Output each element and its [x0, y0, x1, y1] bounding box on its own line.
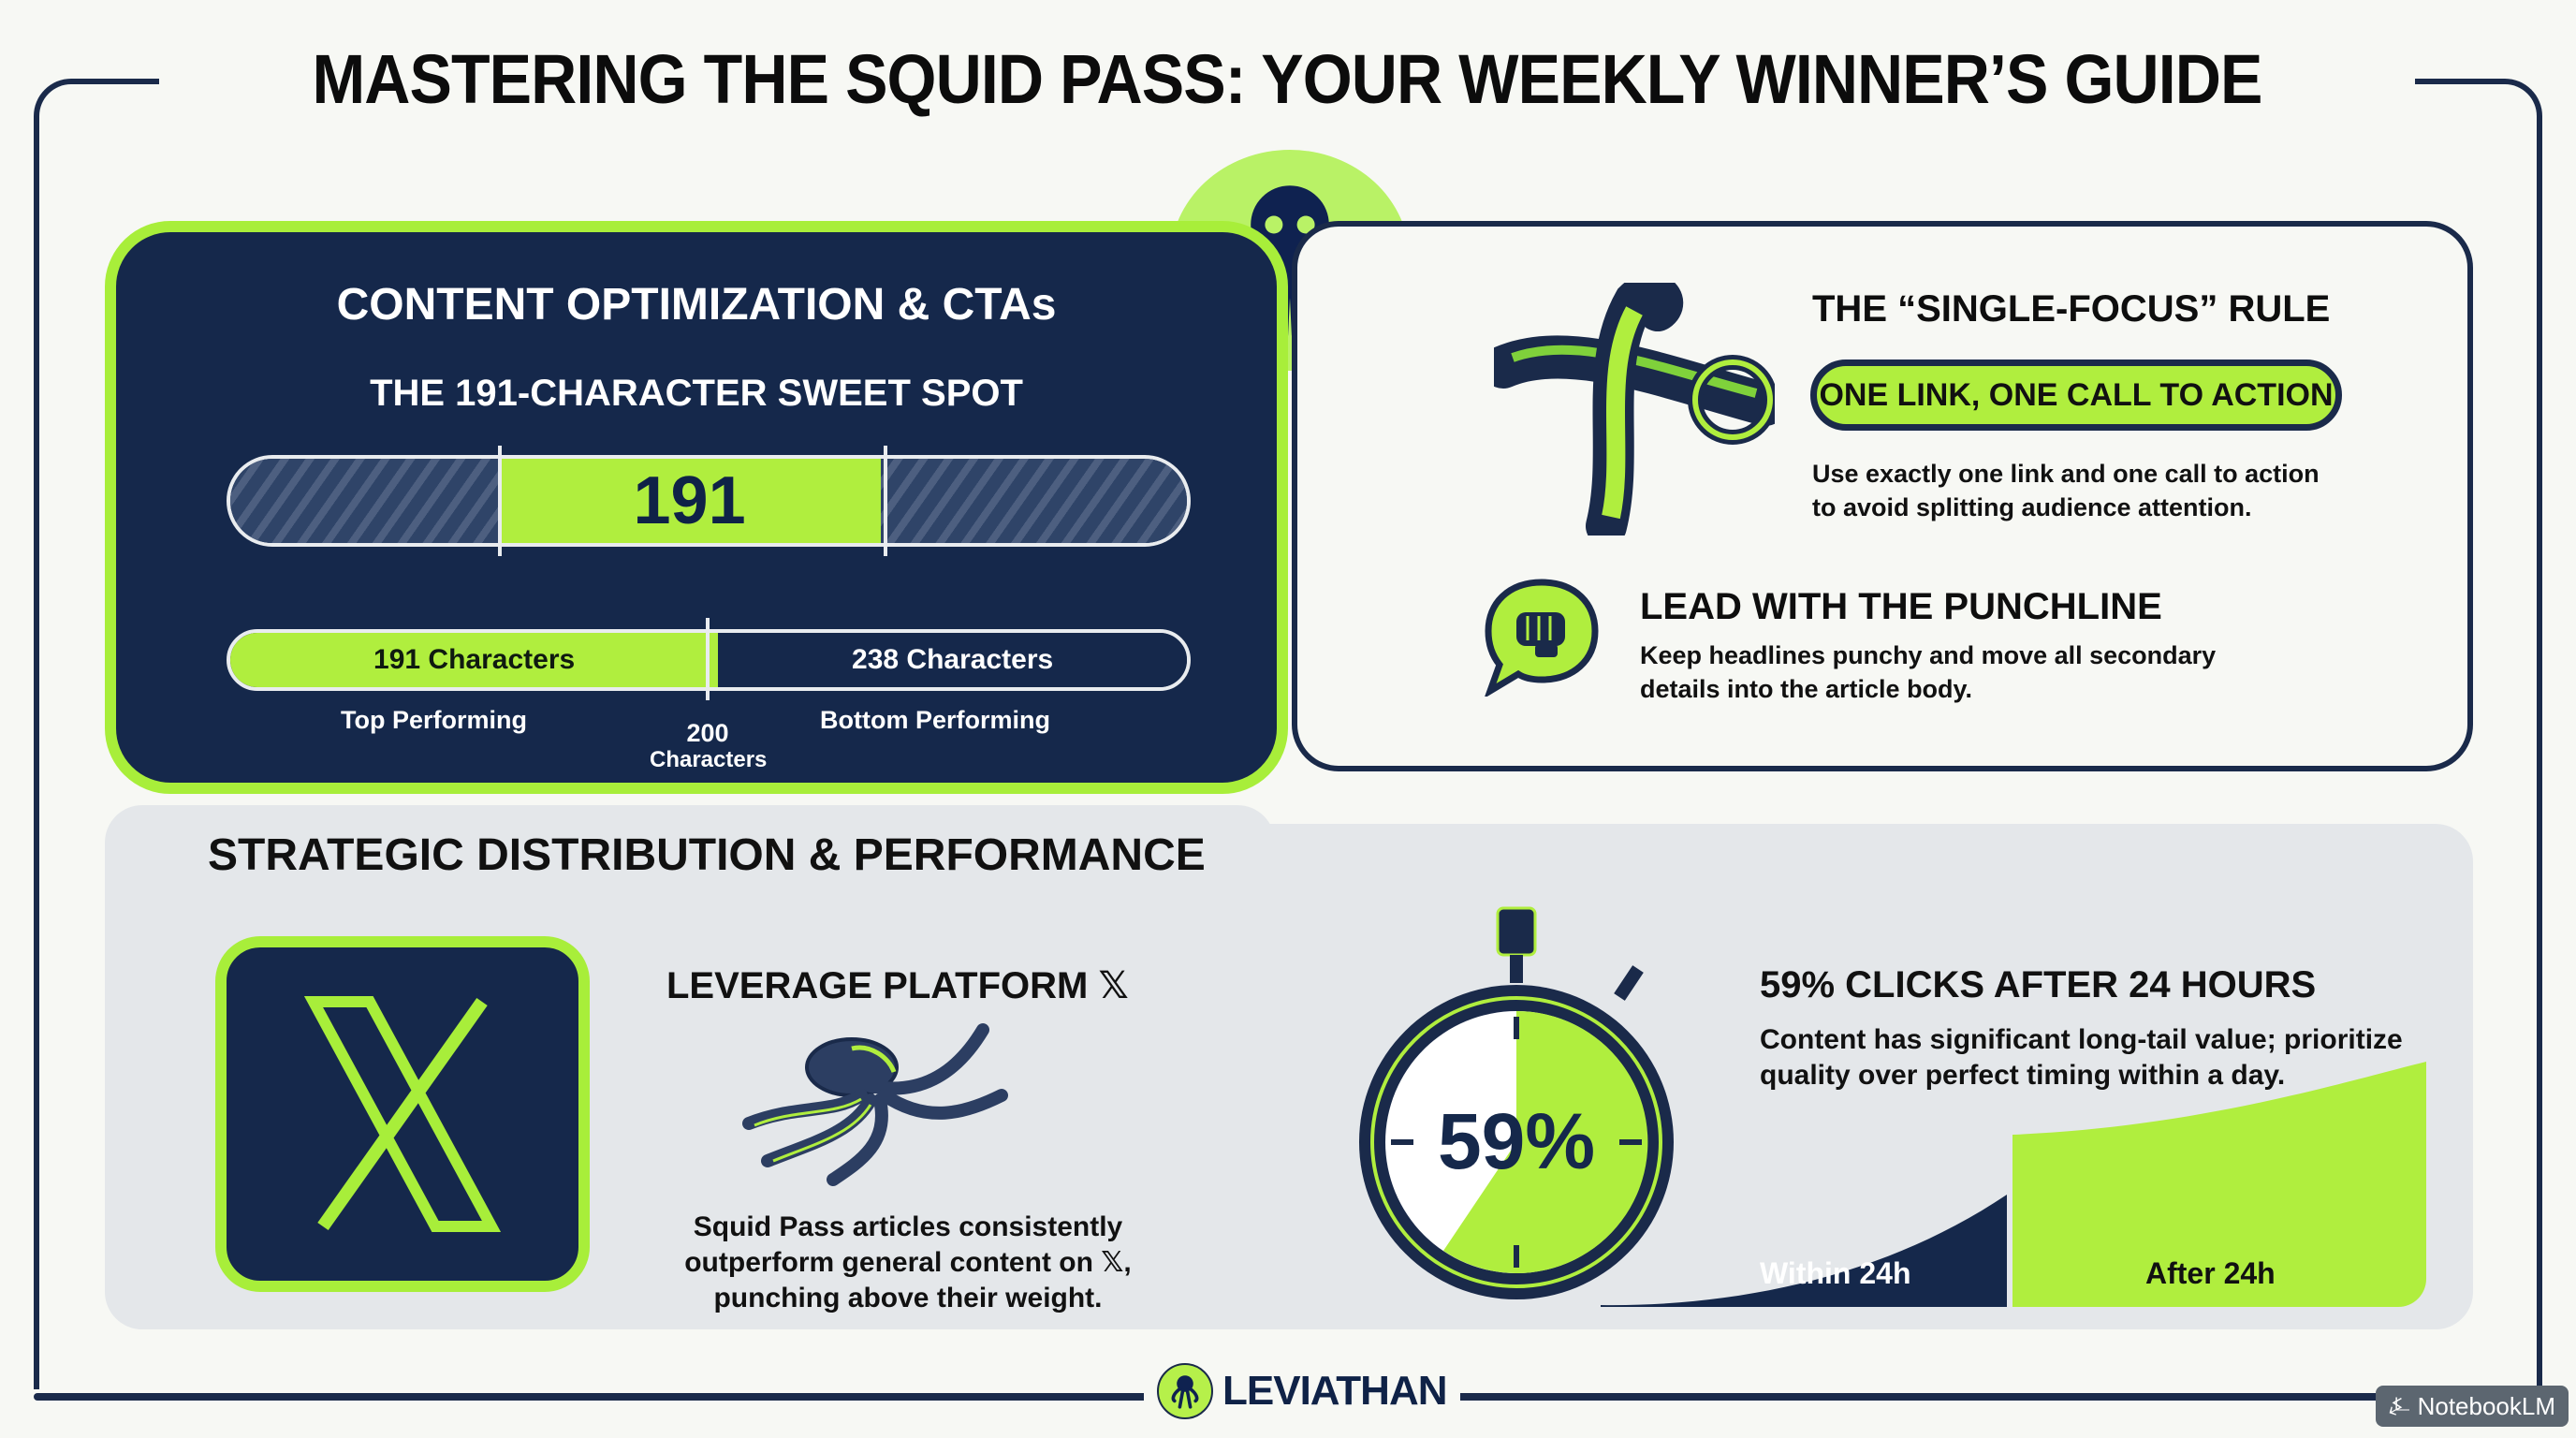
- bottom-performing-label: Bottom Performing: [820, 706, 1050, 734]
- platform-body-3: punching above their weight.: [713, 1283, 1103, 1313]
- timing-title: 59% CLICKS AFTER 24 HOURS: [1760, 964, 2317, 1005]
- top-performing-label: Top Performing: [341, 706, 527, 734]
- x-logo-icon: [215, 936, 590, 1292]
- distribution-header: STRATEGIC DISTRIBUTION & PERFORMANCE: [105, 805, 1275, 910]
- single-focus-body-1: Use exactly one link and one call to act…: [1812, 460, 2320, 488]
- bottom-performing-value: 238 Characters: [718, 633, 1187, 687]
- stopwatch-icon: 59%: [1348, 889, 1685, 1325]
- title-backdrop: [159, 56, 2415, 112]
- one-link-cta-pill: ONE LINK, ONE CALL TO ACTION: [1810, 360, 2342, 431]
- timing-body-1: Content has significant long-tail value;…: [1760, 1024, 2403, 1055]
- sweet-spot-subtitle: THE 191-CHARACTER SWEET SPOT: [370, 373, 1023, 414]
- punchline-body-1: Keep headlines punchy and move all secon…: [1640, 641, 2217, 669]
- within-24h-label: Within 24h: [1760, 1256, 1911, 1290]
- distribution-title: STRATEGIC DISTRIBUTION & PERFORMANCE: [208, 830, 1206, 880]
- bar-tick-left: [498, 446, 502, 556]
- platform-body: Squid Pass articles consistently outperf…: [655, 1210, 1161, 1316]
- threshold-unit: Characters: [650, 747, 768, 772]
- swimming-octopus-icon: [739, 1020, 1039, 1194]
- after-24h-label: After 24h: [2145, 1256, 2276, 1290]
- single-focus-body-2: to avoid splitting audience attention.: [1812, 493, 2252, 521]
- platform-body-1: Squid Pass articles consistently: [693, 1211, 1123, 1242]
- section-title: CONTENT OPTIMIZATION & CTAs: [336, 280, 1057, 330]
- fist-speech-bubble-icon: [1481, 575, 1603, 701]
- timing-body: Content has significant long-tail value;…: [1760, 1022, 2471, 1093]
- leviathan-logo-icon: [1157, 1363, 1213, 1419]
- timing-body-2: quality over perfect timing within a day…: [1760, 1060, 2286, 1091]
- dial-value: 59%: [1438, 1097, 1595, 1185]
- rules-panel: THE “SINGLE-FOCUS” RULE ONE LINK, ONE CA…: [1292, 221, 2473, 771]
- brand-name: LEVIATHAN: [1222, 1368, 1448, 1414]
- threshold-value: 200: [686, 719, 729, 747]
- notebooklm-icon: ⍼: [2388, 1391, 2410, 1419]
- notebooklm-watermark: ⍼ NotebookLM: [2375, 1386, 2569, 1427]
- footer-rule-right: [1442, 1393, 2542, 1401]
- footer-rule-left: [34, 1393, 1148, 1401]
- watermark-text: NotebookLM: [2417, 1391, 2555, 1420]
- threshold-tick: [706, 618, 710, 700]
- bar-tick-right: [884, 446, 887, 556]
- platform-body-2: outperform general content on 𝕏,: [684, 1247, 1132, 1278]
- top-performing-value: 191 Characters: [230, 633, 719, 687]
- platform-title: LEVERAGE PLATFORM 𝕏: [666, 965, 1129, 1006]
- page-title: MASTERING THE SQUID PASS: YOUR WEEKLY WI…: [312, 40, 2262, 118]
- tentacle-link-icon: [1482, 272, 1787, 547]
- sweet-spot-value: 191: [498, 459, 881, 543]
- bar-right-hatched: [880, 459, 1187, 543]
- punchline-body-2: details into the article body.: [1640, 675, 1973, 703]
- content-optimization-panel: CONTENT OPTIMIZATION & CTAs THE 191-CHAR…: [105, 221, 1288, 794]
- footer-brand: LEVIATHAN: [1144, 1363, 1460, 1419]
- punchline-title: LEAD WITH THE PUNCHLINE: [1640, 586, 2162, 627]
- sweet-spot-bar: 191: [227, 455, 1191, 547]
- single-focus-title: THE “SINGLE-FOCUS” RULE: [1812, 288, 2331, 330]
- bar-left-hatched: [230, 459, 499, 543]
